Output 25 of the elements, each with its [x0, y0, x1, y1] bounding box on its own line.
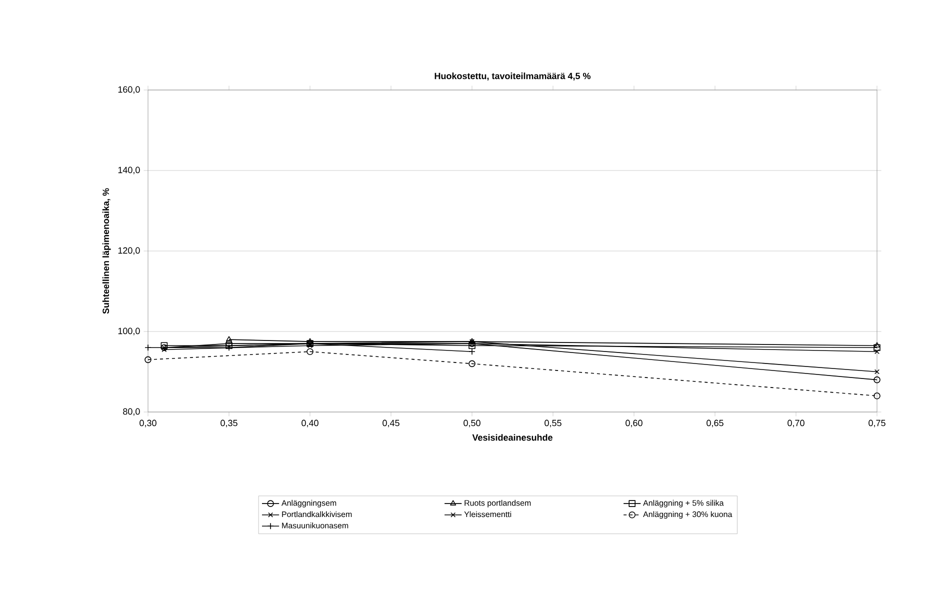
legend-label: Anläggning + 5% silika [643, 500, 724, 508]
legend-label: Anläggningsem [281, 500, 336, 508]
legend-label: Masuunikuonasem [282, 522, 348, 528]
x-tick-label: 0,75 [868, 420, 886, 428]
x-tick-label: 0,50 [464, 420, 480, 428]
x-tick-label: 0,30 [140, 420, 156, 428]
y-axis-title: Suhteellinen läpimenoaika, % [102, 188, 111, 314]
legend-label: Portlandkalkkivisem [282, 511, 352, 518]
x-tick-label: 0,60 [626, 420, 642, 428]
legend-label: Anläggning + 30% kuona [643, 511, 732, 519]
x-tick-label: 0,70 [788, 420, 804, 428]
legend-label: Ruots portlandsem [464, 500, 531, 508]
y-tick-label: 80,0 [123, 408, 140, 416]
x-tick-label: 0,45 [382, 420, 400, 428]
chart-title: Huokostettu, tavoiteilmamäärä 4,5 % [434, 72, 591, 80]
y-tick-label: 100,0 [118, 328, 140, 336]
y-tick-label: 120,0 [118, 247, 140, 255]
x-tick-label: 0,40 [302, 420, 318, 428]
y-tick-label: 160,0 [118, 86, 140, 94]
x-axis-title: Vesisideainesuhde [472, 434, 552, 441]
legend-label: Yleissementti [464, 511, 512, 518]
x-tick-label: 0,55 [544, 420, 562, 428]
y-tick-label: 140,0 [118, 166, 140, 174]
x-tick-label: 0,65 [706, 420, 724, 428]
x-tick-label: 0,35 [220, 420, 238, 428]
